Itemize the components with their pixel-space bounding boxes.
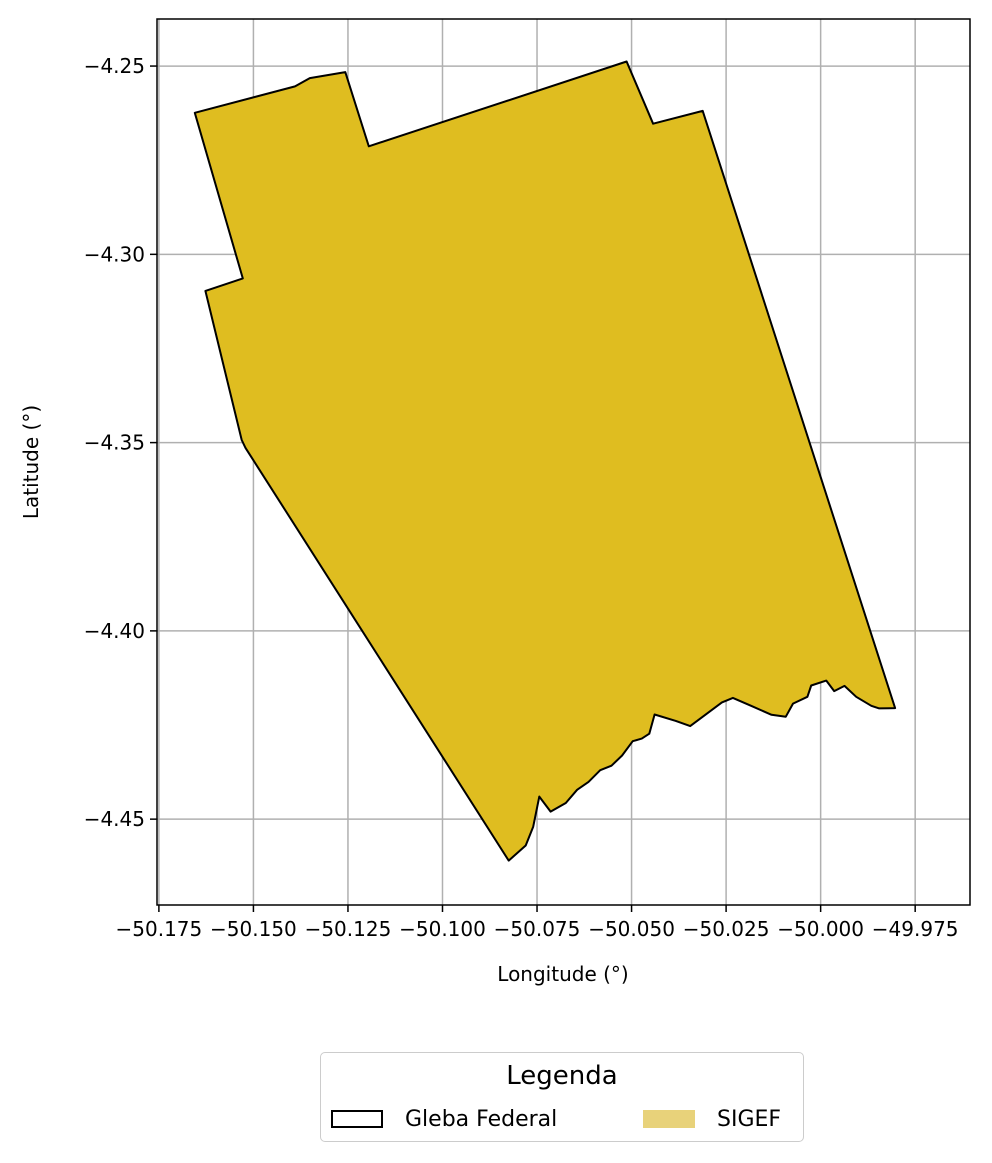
axis-ticks: −50.175 −50.150 −50.125 −50.100 −50.075 −50.0… bbox=[84, 54, 959, 941]
x-tick-label: −50.100 bbox=[399, 917, 486, 941]
x-tick-label: −50.075 bbox=[494, 917, 581, 941]
gleba-federal-polygon bbox=[193, 60, 897, 862]
legend-swatch-outline bbox=[331, 1110, 383, 1128]
feature-layer bbox=[193, 60, 897, 862]
legend-label-gleba-federal: Gleba Federal bbox=[405, 1106, 558, 1132]
y-axis-label: Latitude (°) bbox=[19, 405, 43, 519]
x-axis-label: Longitude (°) bbox=[497, 962, 628, 986]
legend: Legenda Gleba Federal SIGEF bbox=[320, 1052, 804, 1142]
y-tick-label: −4.40 bbox=[84, 619, 145, 643]
y-tick-label: −4.25 bbox=[84, 54, 145, 78]
legend-label-sigef: SIGEF bbox=[717, 1106, 782, 1132]
y-tick-label: −4.30 bbox=[84, 242, 145, 266]
legend-swatch-fill bbox=[643, 1110, 695, 1128]
y-tick-label: −4.45 bbox=[84, 807, 145, 831]
x-tick-label: −50.150 bbox=[210, 917, 297, 941]
x-tick-label: −50.000 bbox=[777, 917, 864, 941]
x-tick-label: −50.050 bbox=[588, 917, 675, 941]
legend-item-gleba-federal: Gleba Federal bbox=[331, 1105, 557, 1133]
x-tick-label: −50.175 bbox=[116, 917, 203, 941]
x-tick-label: −50.025 bbox=[683, 917, 770, 941]
legend-item-sigef: SIGEF bbox=[643, 1105, 781, 1133]
legend-title: Legenda bbox=[506, 1061, 618, 1091]
y-tick-label: −4.35 bbox=[84, 431, 145, 455]
plot-frame bbox=[156, 18, 971, 906]
x-tick-label: −50.125 bbox=[305, 917, 392, 941]
x-tick-label: −49.975 bbox=[872, 917, 959, 941]
